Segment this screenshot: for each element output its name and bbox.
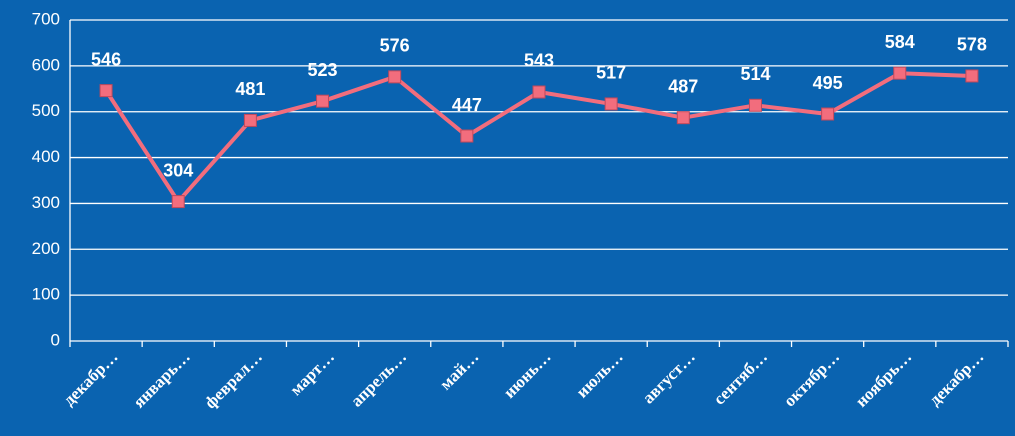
data-label: 517 — [596, 63, 626, 83]
data-label: 578 — [957, 35, 987, 55]
x-tick-label: октябр… — [780, 347, 843, 410]
data-label: 487 — [668, 76, 698, 96]
y-tick-label: 200 — [32, 239, 60, 258]
data-label: 514 — [740, 64, 770, 84]
y-tick-label: 100 — [32, 285, 60, 304]
x-tick-label: март… — [286, 347, 338, 399]
point-marker — [893, 66, 907, 80]
x-tick-label: июнь… — [500, 347, 555, 402]
x-tick-label: май… — [436, 347, 483, 394]
x-tick-label: декабр… — [59, 347, 121, 409]
x-tick-label: январь… — [129, 347, 193, 411]
point-marker — [171, 195, 185, 209]
y-tick-label: 400 — [32, 147, 60, 166]
point-marker — [460, 129, 474, 143]
y-tick-label: 500 — [32, 101, 60, 120]
data-label: 481 — [235, 79, 265, 99]
y-tick-label: 600 — [32, 55, 60, 74]
point-marker — [965, 69, 979, 83]
point-marker — [604, 97, 618, 111]
y-tick-label: 0 — [51, 330, 60, 349]
x-tick-label: ноябрь… — [852, 347, 916, 411]
x-tick-label: апрель… — [347, 347, 410, 410]
x-tick-label: феврал… — [201, 347, 266, 412]
y-tick-label: 300 — [32, 193, 60, 212]
point-marker — [243, 113, 257, 127]
x-tick-label: июль… — [572, 347, 626, 401]
point-marker — [748, 98, 762, 112]
data-label: 576 — [380, 36, 410, 56]
point-marker — [388, 70, 402, 84]
point-marker — [99, 84, 113, 98]
y-tick-label: 700 — [32, 9, 60, 28]
point-marker — [316, 94, 330, 108]
data-label: 447 — [452, 95, 482, 115]
x-tick-label: август… — [639, 347, 699, 407]
point-marker — [821, 107, 835, 121]
point-marker — [676, 111, 690, 125]
data-label: 495 — [813, 73, 843, 93]
data-label: 304 — [163, 160, 193, 180]
x-tick-label: сентяб… — [710, 347, 771, 408]
x-tick-label: декабр… — [925, 347, 987, 409]
data-label: 584 — [885, 32, 915, 52]
data-label: 523 — [308, 60, 338, 80]
point-marker — [532, 85, 546, 99]
data-label: 543 — [524, 51, 554, 71]
data-label: 546 — [91, 49, 121, 69]
